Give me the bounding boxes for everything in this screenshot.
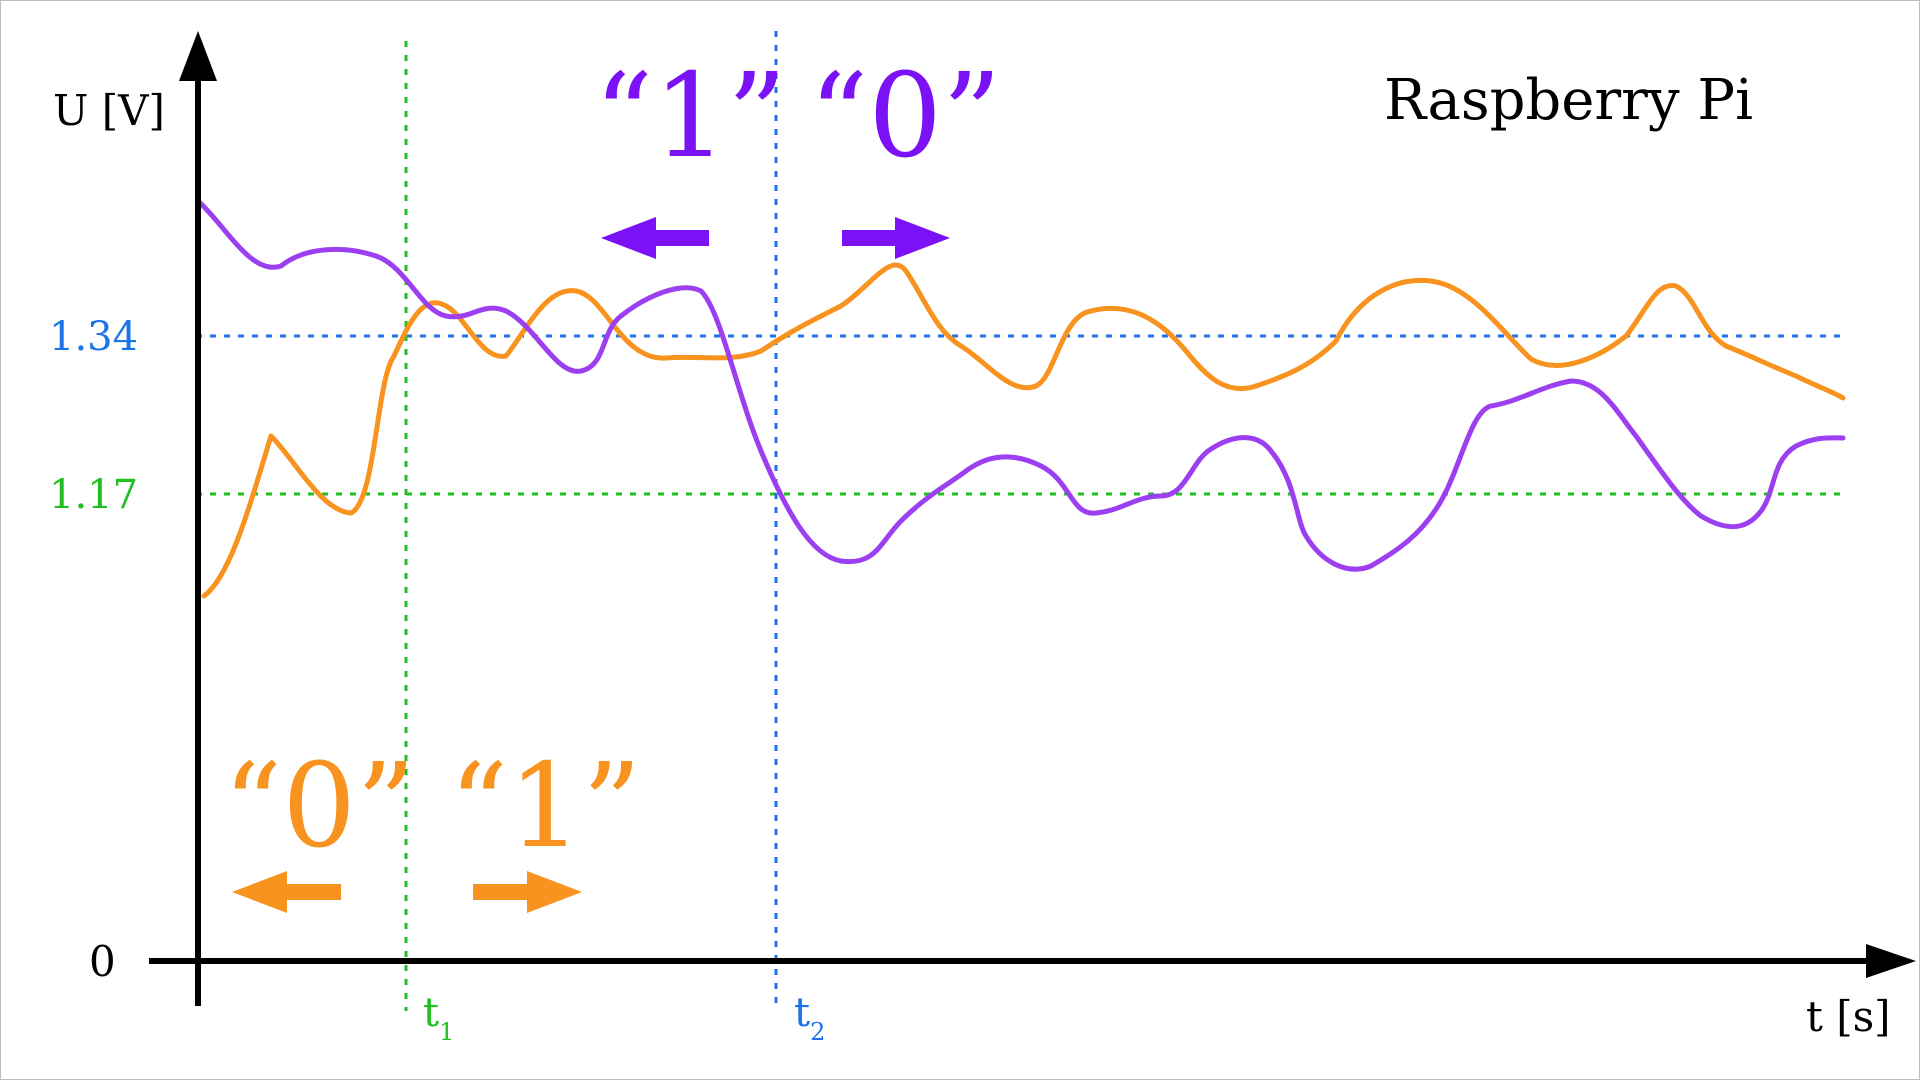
orange-state-before-label: “0” <box>223 739 415 874</box>
purple-state-before-label: “1” <box>594 49 786 184</box>
threshold-low-label: 1.17 <box>49 472 138 518</box>
origin-label: 0 <box>89 937 116 986</box>
orange-right-arrow-icon <box>473 871 582 913</box>
purple-signal-curve <box>195 198 1846 572</box>
t1-label-main: t <box>423 990 439 1036</box>
t2-label: t2 <box>794 990 825 1046</box>
purple-left-arrow-icon <box>601 217 709 259</box>
t1-label-sub: 1 <box>439 1018 454 1046</box>
y-axis-label: U [V] <box>53 86 165 135</box>
orange-left-arrow-icon <box>232 871 341 913</box>
y-axis-arrowhead <box>179 31 217 81</box>
t2-label-main: t <box>794 990 810 1036</box>
x-axis-arrowhead <box>1866 944 1916 978</box>
t1-label: t1 <box>423 990 454 1046</box>
orange-state-after-label: “1” <box>449 739 641 874</box>
diagram-title: Raspberry Pi <box>1384 68 1753 133</box>
x-axis-label: t [s] <box>1806 992 1891 1041</box>
threshold-high-label: 1.34 <box>49 314 138 360</box>
t2-label-sub: 2 <box>810 1018 825 1046</box>
orange-signal-curve <box>201 262 1846 599</box>
purple-right-arrow-icon <box>842 217 950 259</box>
purple-state-after-label: “0” <box>809 49 1001 184</box>
